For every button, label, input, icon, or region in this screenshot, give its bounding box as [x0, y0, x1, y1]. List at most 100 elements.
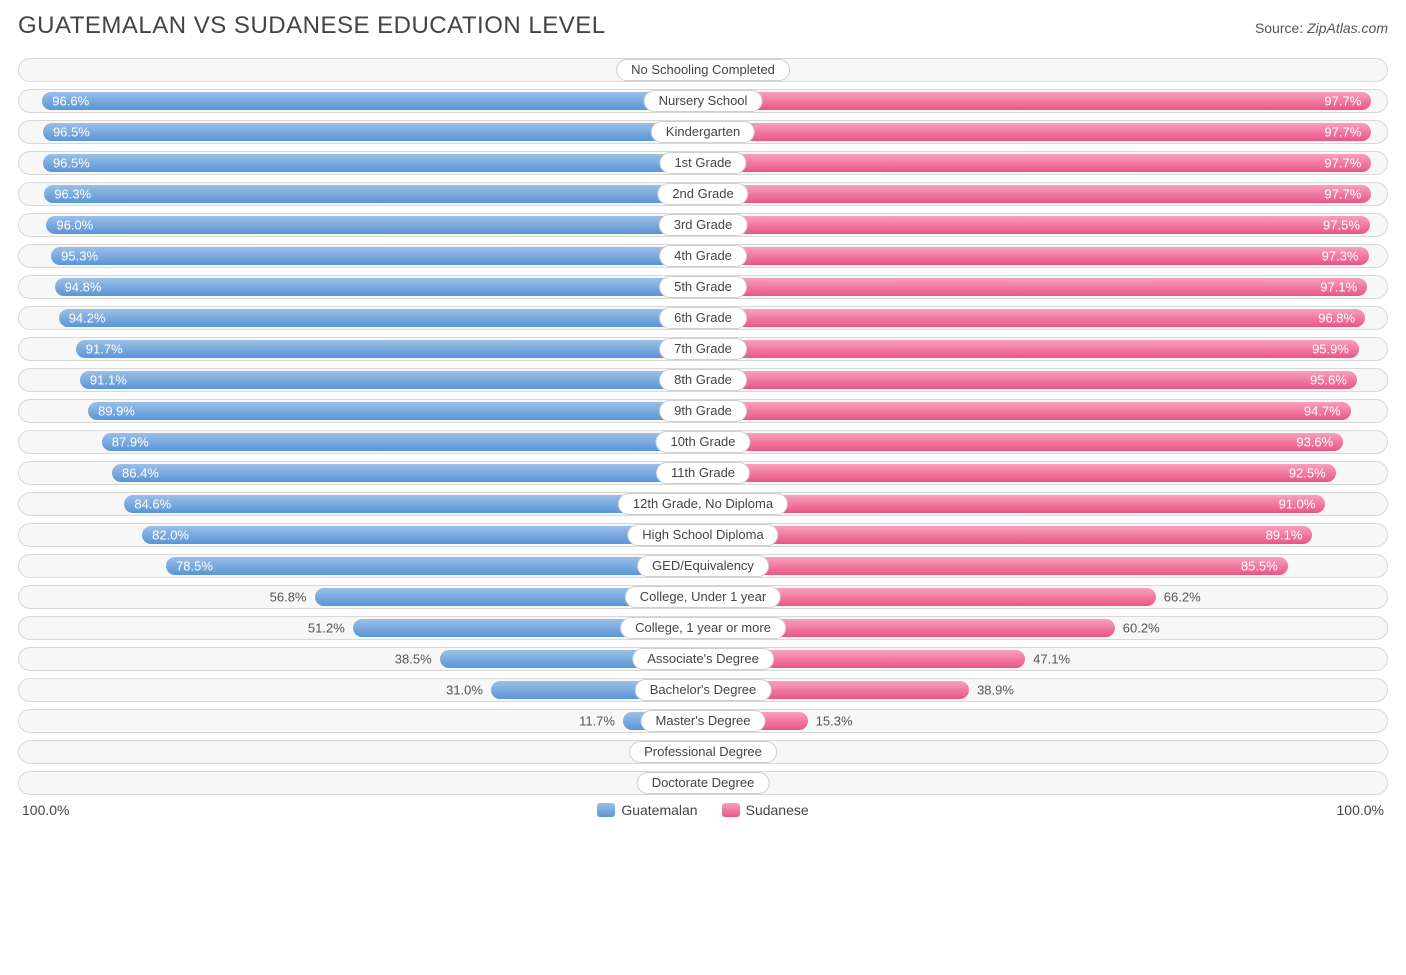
bar-right: 92.5%: [703, 464, 1336, 482]
bar-right: 95.9%: [703, 340, 1359, 358]
bar-left: 86.4%: [112, 464, 703, 482]
header: GUATEMALAN VS SUDANESE EDUCATION LEVEL S…: [18, 12, 1388, 40]
chart-row: 91.1%95.6%8th Grade: [18, 368, 1388, 392]
category-label: Doctorate Degree: [637, 772, 770, 794]
bar-left: 84.6%: [124, 495, 703, 513]
pct-left: 78.5%: [176, 559, 213, 574]
category-label: 8th Grade: [659, 369, 747, 391]
bar-right: 97.1%: [703, 278, 1367, 296]
pct-right: 97.7%: [1324, 187, 1361, 202]
axis-right-max: 100.0%: [1337, 802, 1384, 818]
bar-left: 78.5%: [166, 557, 703, 575]
category-label: Associate's Degree: [632, 648, 774, 670]
pct-right: 89.1%: [1266, 528, 1303, 543]
pct-right: 47.1%: [1033, 652, 1070, 667]
pct-right: 96.8%: [1318, 311, 1355, 326]
category-label: 2nd Grade: [657, 183, 748, 205]
legend-item-right: Sudanese: [722, 802, 809, 818]
chart-row: 91.7%95.9%7th Grade: [18, 337, 1388, 361]
category-label: College, Under 1 year: [625, 586, 781, 608]
chart-row: 56.8% 66.2% College, Under 1 year: [18, 585, 1388, 609]
pct-right: 97.3%: [1322, 249, 1359, 264]
category-label: 1st Grade: [659, 152, 746, 174]
legend-label-right: Sudanese: [746, 802, 809, 818]
pct-right: 91.0%: [1279, 497, 1316, 512]
category-label: 7th Grade: [659, 338, 747, 360]
chart-row: 1.4%2.1%Doctorate Degree: [18, 771, 1388, 795]
bar-right: 97.7%: [703, 154, 1371, 172]
pct-right: 66.2%: [1164, 590, 1201, 605]
pct-left: 94.2%: [69, 311, 106, 326]
bar-right: 97.7%: [703, 185, 1371, 203]
pct-left: 11.7%: [579, 714, 615, 729]
chart-row: 95.3% 97.3% 4th Grade: [18, 244, 1388, 268]
chart-container: GUATEMALAN VS SUDANESE EDUCATION LEVEL S…: [0, 0, 1406, 826]
source-label: Source:: [1255, 20, 1303, 36]
category-label: Professional Degree: [629, 741, 777, 763]
bar-left: 89.9%: [88, 402, 703, 420]
bar-left: 96.5%: [43, 123, 703, 141]
legend: Guatemalan Sudanese: [597, 802, 808, 818]
bar-right: 96.8%: [703, 309, 1365, 327]
bar-right: 93.6%: [703, 433, 1343, 451]
category-label: Master's Degree: [641, 710, 766, 732]
bar-left: 96.3%: [44, 185, 703, 203]
pct-left: 96.0%: [56, 218, 93, 233]
pct-left: 96.5%: [53, 125, 90, 140]
pct-left: 96.3%: [54, 187, 91, 202]
category-label: Nursery School: [644, 90, 763, 112]
pct-right: 97.5%: [1323, 218, 1360, 233]
source: Source: ZipAtlas.com: [1255, 20, 1388, 36]
pct-right: 97.7%: [1324, 156, 1361, 171]
bar-left: 95.3%: [51, 247, 703, 265]
pct-right: 97.7%: [1324, 94, 1361, 109]
chart-title: GUATEMALAN VS SUDANESE EDUCATION LEVEL: [18, 12, 606, 40]
bar-right: 97.7%: [703, 123, 1371, 141]
pct-left: 87.9%: [112, 435, 149, 450]
category-label: 9th Grade: [659, 400, 747, 422]
category-label: 3rd Grade: [659, 214, 748, 236]
bar-left: 96.5%: [43, 154, 703, 172]
bar-left: 96.6%: [42, 92, 703, 110]
chart-row: 51.2%60.2%College, 1 year or more: [18, 616, 1388, 640]
pct-left: 86.4%: [122, 466, 159, 481]
pct-right: 38.9%: [977, 683, 1014, 698]
chart-row: 3.5%4.6%Professional Degree: [18, 740, 1388, 764]
chart-row: 3.5%2.3%No Schooling Completed: [18, 58, 1388, 82]
bar-right: 97.7%: [703, 92, 1371, 110]
pct-right: 85.5%: [1241, 559, 1278, 574]
pct-left: 96.6%: [52, 94, 89, 109]
pct-right: 15.3%: [816, 714, 853, 729]
category-label: College, 1 year or more: [620, 617, 786, 639]
chart-row: 82.0%89.1%High School Diploma: [18, 523, 1388, 547]
bar-right: 91.0%: [703, 495, 1325, 513]
chart-row: 96.0% 97.5% 3rd Grade: [18, 213, 1388, 237]
chart-row: 86.4%92.5%11th Grade: [18, 461, 1388, 485]
pct-right: 93.6%: [1296, 435, 1333, 450]
source-name: ZipAtlas.com: [1307, 20, 1388, 36]
pct-left: 56.8%: [270, 590, 307, 605]
bar-left: 96.0%: [46, 216, 703, 234]
chart-row: 11.7% 15.3% Master's Degree: [18, 709, 1388, 733]
pct-right: 60.2%: [1123, 621, 1160, 636]
bar-left: 82.0%: [142, 526, 703, 544]
chart-row: 38.5%47.1%Associate's Degree: [18, 647, 1388, 671]
category-label: Kindergarten: [651, 121, 755, 143]
chart-row: 89.9% 94.7% 9th Grade: [18, 399, 1388, 423]
chart-row: 31.0%38.9%Bachelor's Degree: [18, 678, 1388, 702]
pct-right: 94.7%: [1304, 404, 1341, 419]
bar-right: 89.1%: [703, 526, 1312, 544]
category-label: 10th Grade: [655, 431, 750, 453]
category-label: Bachelor's Degree: [635, 679, 772, 701]
bar-right: 97.5%: [703, 216, 1370, 234]
chart-rows: 3.5%2.3%No Schooling Completed 96.6% 97.7%…: [18, 58, 1388, 795]
bar-left: 94.8%: [55, 278, 703, 296]
chart-row: 96.5% 97.7% 1st Grade: [18, 151, 1388, 175]
bar-right: 95.6%: [703, 371, 1357, 389]
pct-left: 94.8%: [65, 280, 102, 295]
category-label: 4th Grade: [659, 245, 747, 267]
chart-row: 87.9% 93.6% 10th Grade: [18, 430, 1388, 454]
bar-left: 87.9%: [102, 433, 703, 451]
category-label: 12th Grade, No Diploma: [618, 493, 788, 515]
chart-footer: 100.0% Guatemalan Sudanese 100.0%: [18, 802, 1388, 818]
